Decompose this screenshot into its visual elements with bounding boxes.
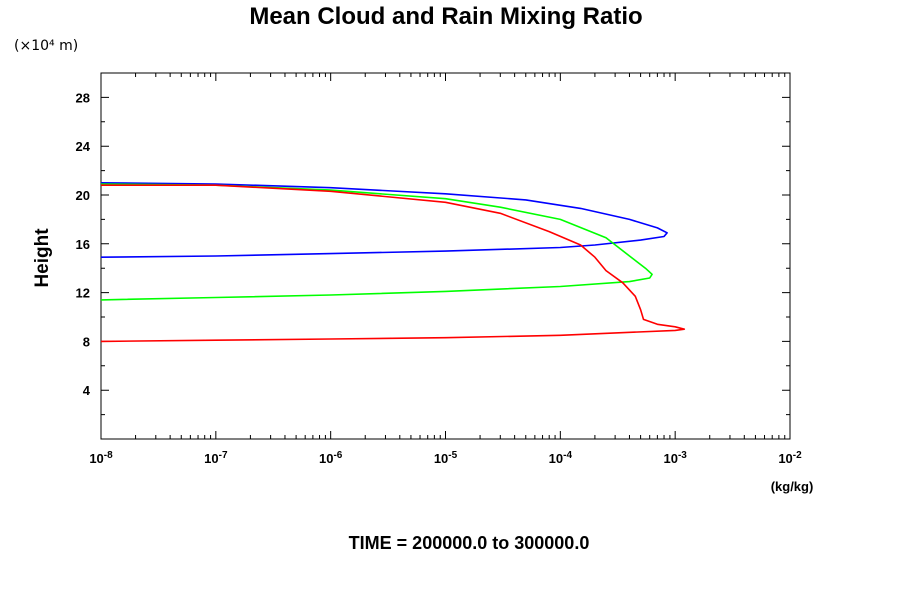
series-line-1 (100, 182, 668, 258)
x-tick-label: 10-5 (434, 450, 458, 466)
y-units-label: (×10⁴ m) (14, 38, 78, 54)
y-tick-label: 12 (76, 286, 90, 301)
x-tick-label: 10-3 (663, 450, 687, 466)
y-tick-label: 16 (76, 237, 90, 252)
chart-title: Mean Cloud and Rain Mixing Ratio (249, 3, 642, 30)
x-tick-label: 10-6 (319, 450, 343, 466)
time-range-label: TIME = 200000.0 to 300000.0 (349, 533, 590, 553)
series-lines (100, 182, 686, 343)
x-tick-label: 10-2 (778, 450, 802, 466)
x-tick-label: 10-8 (89, 450, 113, 466)
y-tick-label: 24 (76, 139, 91, 154)
y-tick-label: 8 (83, 334, 90, 349)
series-line-3 (100, 184, 686, 343)
y-tick-labels: 4 8 12 16 20 24 28 (76, 90, 91, 398)
x-axis-unit-label: (kg/kg) (771, 479, 814, 494)
y-tick-label: 4 (83, 383, 91, 398)
series-line-2 (100, 183, 653, 301)
x-tick-labels: 10-8 10-7 10-6 10-5 10-4 10-3 10-2 (89, 450, 802, 466)
axis-ticks (100, 73, 791, 439)
y-tick-label: 20 (76, 188, 90, 203)
x-tick-label: 10-7 (204, 450, 228, 466)
tick-marks (100, 73, 791, 439)
x-tick-label: 10-4 (549, 450, 573, 466)
y-axis-label: Height (32, 228, 53, 288)
y-tick-label: 28 (76, 90, 90, 105)
